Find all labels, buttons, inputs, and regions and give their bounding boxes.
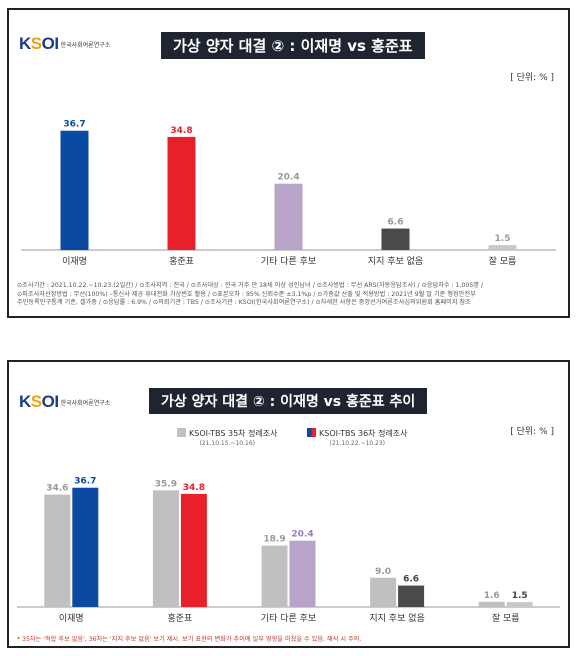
ksoi-logo: KSOI 한국사회여론연구소: [19, 392, 110, 412]
category-label-no-support: 지지 후보 없음: [369, 613, 424, 624]
footnote: * 35차는 '적합 후보 없음', 36차는 '지지 후보 없음' 보기 제시…: [17, 636, 362, 643]
logo-org: 한국사회여론연구소: [60, 399, 111, 407]
value-label-35th-lee: 34.6: [46, 484, 68, 494]
legend-label-prev: KSOI-TBS 35차 정례조사: [189, 429, 278, 438]
bar-35th-no-support: [370, 577, 397, 607]
value-label-35th-other-candidate: 18.9: [263, 535, 285, 545]
footer-line-2: ⊙피조사자선정방법 : 무선(100%) –통신사 제공 휴대전화 가상번호 활…: [17, 290, 476, 298]
logo-mark: KSOI: [19, 392, 59, 411]
unit-label: [ 단위: % ]: [510, 73, 554, 83]
bar-36th-other-candidate: [289, 540, 316, 607]
value-label-dont-know: 1.5: [495, 234, 511, 244]
footer-line-1: ⊙조사기간 : 2021.10.22.~10.23.(2일간) / ⊙조사지역 …: [17, 282, 483, 289]
footer-line-3: 주민등록인구통계 기준, 셀가중 / ⊙응답률 : 6.9% / ⊙의뢰기관 :…: [17, 299, 471, 306]
unit-label: [ 단위: % ]: [510, 427, 554, 437]
value-label-35th-no-support: 9.0: [375, 567, 391, 577]
value-label-35th-dont-know: 1.6: [484, 591, 500, 601]
legend-period-curr: (21.10.22.~10.23): [329, 440, 386, 447]
ksoi-logo: KSOI 한국사회여론연구소: [19, 34, 110, 54]
legend-swatch-curr: [307, 428, 316, 437]
category-label-hong: 홍준표: [167, 612, 192, 624]
bar-36th-no-support: [398, 585, 425, 607]
value-label-36th-other-candidate: 20.4: [291, 530, 313, 540]
category-label-lee: 이재명: [59, 613, 84, 624]
bar-36th-hong: [180, 493, 207, 607]
category-label-lee: 이재명: [62, 256, 87, 267]
bar-35th-hong: [152, 490, 179, 607]
value-label-hong: 34.8: [170, 126, 192, 136]
chart-title: 가상 양자 대결 ② : 이재명 vs 홍준표: [161, 32, 425, 59]
bar-36th-dont-know: [506, 602, 533, 607]
value-label-36th-no-support: 6.6: [403, 575, 419, 585]
value-label-36th-dont-know: 1.5: [512, 591, 528, 601]
category-label-hong: 홍준표: [169, 255, 194, 267]
bar-chart-trend: 34.6 36.7 이재명 35.9 34.8 홍준표 18.9 20.4 기타 다른 후보 9.…: [17, 477, 560, 624]
category-label-dont-know: 잘 모름: [492, 612, 520, 624]
value-label-35th-hong: 35.9: [155, 479, 177, 489]
bar-35th-lee: [44, 494, 71, 607]
chart-title: 가상 양자 대결 ② : 이재명 vs 홍준표 추이: [149, 388, 428, 414]
legend-item-prev: KSOI-TBS 35차 정례조사 (21.10.15.~10.16): [177, 428, 278, 449]
bar-lee: [60, 130, 89, 250]
bar-chart-current: 36.7 이재명 34.8 홍준표 20.4 기타 다른 후보 6.6 지지 후보 없음 1.5…: [21, 120, 556, 267]
bar-hong: [167, 136, 196, 250]
value-label-lee: 36.7: [63, 120, 85, 130]
chart-panel-trend: KSOI 한국사회여론연구소 가상 양자 대결 ② : 이재명 vs 홍준표 추…: [7, 360, 570, 648]
bar-36th-lee: [72, 487, 99, 607]
value-label-no-support: 6.6: [388, 218, 404, 228]
legend-swatch-prev: [177, 428, 186, 437]
bar-no-support: [381, 228, 410, 250]
bar-35th-dont-know: [478, 601, 505, 607]
category-label-no-support: 지지 후보 없음: [368, 256, 423, 267]
bar-dont-know: [488, 245, 517, 250]
category-label-dont-know: 잘 모름: [489, 255, 517, 267]
survey-footer: ⊙조사기간 : 2021.10.22.~10.23.(2일간) / ⊙조사지역 …: [17, 282, 560, 308]
value-label-36th-lee: 36.7: [74, 477, 96, 487]
value-label-other-candidate: 20.4: [277, 173, 299, 183]
bar-other-candidate: [274, 183, 303, 250]
legend-label-curr: KSOI-TBS 36차 정례조사: [319, 429, 408, 438]
bar-35th-other-candidate: [261, 545, 288, 607]
logo-mark: KSOI: [19, 34, 59, 53]
value-label-36th-hong: 34.8: [183, 483, 205, 493]
category-label-other-candidate: 기타 다른 후보: [261, 256, 316, 267]
legend-item-curr: KSOI-TBS 36차 정례조사 (21.10.22.~10.23): [307, 428, 408, 449]
logo-org: 한국사회여론연구소: [60, 41, 111, 49]
legend-period-prev: (21.10.15.~10.16): [199, 440, 256, 447]
chart-panel-current: KSOI 한국사회여론연구소 가상 양자 대결 ② : 이재명 vs 홍준표 […: [7, 8, 570, 318]
category-label-other-candidate: 기타 다른 후보: [261, 613, 316, 624]
